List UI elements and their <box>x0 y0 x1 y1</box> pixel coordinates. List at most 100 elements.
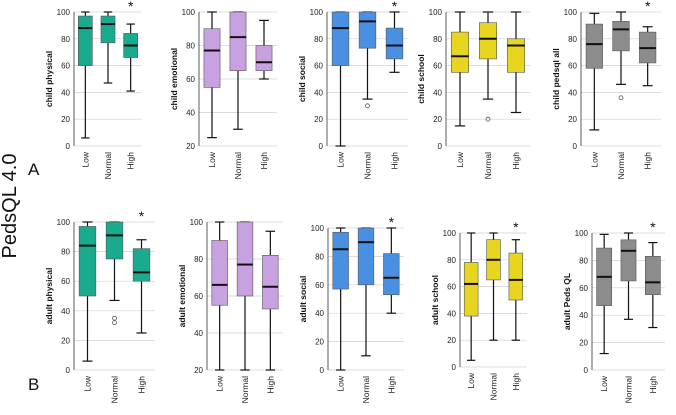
significance-marker: * <box>513 219 519 235</box>
outlier-point <box>112 315 117 321</box>
y-axis-label: adult social <box>298 276 308 323</box>
iqr-box <box>383 253 400 296</box>
panel-adult-social: 0 20 40 60 80 100 adult social Low Normal High * <box>298 214 404 403</box>
box-high <box>639 26 657 87</box>
y-tick-label: 0 <box>319 142 324 151</box>
y-tick-label: 100 <box>57 218 71 227</box>
category-label: High <box>511 152 521 170</box>
category-label: Low <box>80 151 90 167</box>
y-tick-label: 60 <box>314 62 323 71</box>
outlier-point <box>112 320 117 326</box>
category-label: Normal <box>616 152 626 180</box>
y-axis-label: child school <box>416 54 426 104</box>
y-tick-label: 60 <box>433 62 442 71</box>
category-label: Normal <box>363 152 373 180</box>
category-label: Normal <box>103 152 113 180</box>
y-tick-label: 0 <box>584 366 589 375</box>
y-tick-label: 60 <box>186 75 195 84</box>
iqr-box <box>357 227 375 286</box>
category-label: Normal <box>483 152 493 180</box>
category-label: Normal <box>233 152 243 180</box>
box-high <box>132 239 151 334</box>
iqr-box <box>262 255 279 310</box>
box-high <box>644 241 661 329</box>
y-tick-label: 100 <box>311 224 325 233</box>
category-label: Normal <box>489 373 499 401</box>
y-tick-label: 80 <box>314 35 323 44</box>
iqr-box <box>585 23 603 69</box>
panel-adult-school: 0 20 40 60 80 100 adult school Low Normal High * <box>430 219 527 400</box>
box-high <box>508 239 524 341</box>
box-normal <box>229 11 247 130</box>
category-label: High <box>643 152 653 170</box>
y-tick-label: 100 <box>575 229 589 238</box>
y-tick-label: 0 <box>320 366 325 375</box>
box-high <box>123 23 138 92</box>
y-tick-label: 100 <box>190 218 204 227</box>
significance-marker: * <box>389 214 395 230</box>
y-tick-label: 80 <box>579 256 588 265</box>
row-label-b: B <box>28 375 39 394</box>
iqr-box <box>236 221 254 297</box>
panel-adult-physical: 0 20 40 60 80 100 adult physical Low Normal High * <box>44 208 155 403</box>
significance-marker: * <box>650 219 656 235</box>
y-tick-label: 100 <box>182 8 196 17</box>
y-tick-label: 20 <box>61 115 70 124</box>
y-axis-label: child physical <box>44 51 54 107</box>
y-axis-label: adult school <box>430 275 440 325</box>
box-high <box>262 230 279 371</box>
y-tick-label: 20 <box>314 115 323 124</box>
box-low <box>596 233 613 355</box>
box-normal <box>612 11 630 101</box>
category-label: Normal <box>361 376 371 404</box>
y-tick-label: 20 <box>61 336 70 345</box>
significance-marker: * <box>139 208 145 224</box>
y-tick-label: 20 <box>568 115 577 124</box>
iqr-box <box>358 11 377 49</box>
y-tick-label: 40 <box>433 88 442 97</box>
box-high <box>507 11 525 114</box>
outlier-point <box>365 103 370 109</box>
y-tick-label: 40 <box>61 88 70 97</box>
panel-child-school: 0 20 40 60 80 100 child school Low Normal High <box>416 8 530 179</box>
y-axis-label: child pedsql all <box>551 48 561 109</box>
y-tick-label: 40 <box>447 309 456 318</box>
box-normal <box>357 227 375 357</box>
category-label: Normal <box>110 376 120 404</box>
y-tick-label: 40 <box>315 309 324 318</box>
iqr-box <box>203 28 221 88</box>
panels-container: 0 20 40 60 80 100 child physical Low Normal High *… <box>44 0 665 403</box>
category-label: High <box>390 152 400 170</box>
category-label: High <box>265 376 275 394</box>
box-low <box>78 221 97 362</box>
significance-marker: * <box>392 0 398 14</box>
iqr-box <box>78 226 97 297</box>
y-tick-label: 80 <box>315 252 324 261</box>
y-tick-label: 80 <box>433 35 442 44</box>
category-label: High <box>648 376 658 394</box>
box-low <box>585 12 603 131</box>
iqr-box <box>451 31 469 73</box>
y-tick-label: 80 <box>61 248 70 257</box>
panel-adult-emotional: 20 40 60 80 100 adult emotional Low Normal High <box>177 218 283 403</box>
category-label: Low <box>336 151 346 167</box>
iqr-box <box>78 15 93 66</box>
y-tick-label: 0 <box>452 363 457 372</box>
y-tick-label: 0 <box>66 366 71 375</box>
y-tick-label: 60 <box>579 284 588 293</box>
y-tick-label: 80 <box>568 35 577 44</box>
y-tick-label: 60 <box>447 283 456 292</box>
significance-marker: * <box>645 0 651 14</box>
iqr-box <box>211 240 228 306</box>
iqr-box <box>100 15 116 44</box>
panel-child-emotional: 20 40 60 80 100 child emotional Low Normal High <box>169 8 277 179</box>
y-tick-label: 60 <box>315 281 324 290</box>
y-tick-label: 40 <box>186 109 195 118</box>
y-axis-label: child social <box>297 56 307 102</box>
box-normal <box>105 221 124 326</box>
y-tick-label: 40 <box>314 88 323 97</box>
outlier-point <box>485 116 491 122</box>
panel-child-social: 0 20 40 60 80 100 child social Low Normal High * <box>297 0 408 179</box>
outlier-point <box>618 95 624 101</box>
box-normal <box>358 11 377 109</box>
